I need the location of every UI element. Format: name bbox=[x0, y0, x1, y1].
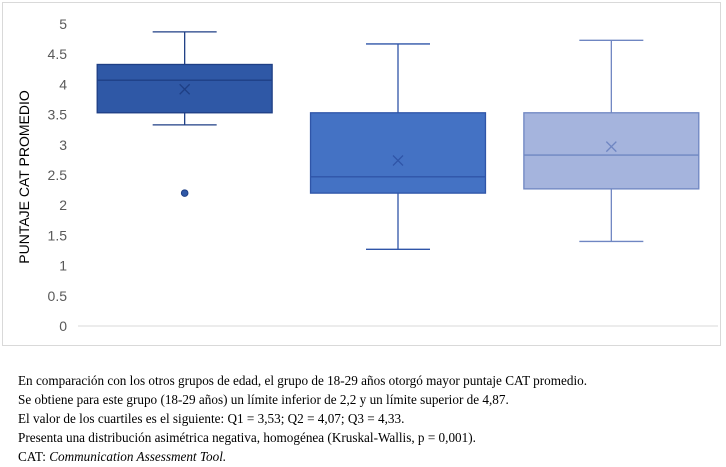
y-tick-label: 2 bbox=[59, 197, 67, 213]
chart-notes: En comparación con los otros grupos de e… bbox=[18, 371, 718, 466]
note-line-1: En comparación con los otros grupos de e… bbox=[18, 373, 588, 388]
y-tick-label: 2.5 bbox=[48, 167, 68, 183]
note-line-5-italic: Communication Assessment Tool. bbox=[49, 449, 227, 464]
box-iqr bbox=[309, 112, 487, 194]
y-tick-label: 0 bbox=[59, 318, 67, 334]
box-mean-marker bbox=[392, 155, 404, 166]
y-tick-label: 5 bbox=[59, 16, 67, 32]
note-line-4: Presenta una distribución asimétrica neg… bbox=[18, 430, 476, 445]
note-line-5: CAT: Communication Assessment Tool. bbox=[18, 447, 718, 466]
y-tick-label: 4.5 bbox=[48, 46, 68, 62]
box-mean-marker bbox=[605, 141, 617, 153]
note-line-5-prefix: CAT: bbox=[18, 449, 50, 464]
box-outlier-point bbox=[180, 189, 189, 197]
chart-area: 0 0.5 1 1.5 2 2.5 3 3.5 4 4.5 5 PUNTAJE CAT PROMEDI… bbox=[2, 2, 721, 346]
y-tick-label: 4 bbox=[59, 76, 67, 92]
y-axis-label: PUNTAJE CAT PROMEDIO bbox=[16, 90, 32, 264]
y-tick-label: 3 bbox=[59, 137, 67, 153]
y-tick-label: 3.5 bbox=[48, 107, 68, 123]
box-mean-marker bbox=[179, 83, 191, 95]
y-tick-label: 1.5 bbox=[48, 227, 68, 243]
chart-border bbox=[2, 2, 721, 346]
note-line-3: El valor de los cuartiles es el siguient… bbox=[18, 411, 405, 426]
box-iqr bbox=[523, 112, 700, 190]
boxplot-chart: 0 0.5 1 1.5 2 2.5 3 3.5 4 4.5 5 PUNTAJE CAT PROMEDI… bbox=[2, 2, 721, 346]
y-tick-label: 0.5 bbox=[48, 288, 68, 304]
note-line-2: Se obtiene para este grupo (18-29 años) … bbox=[18, 392, 509, 407]
y-tick-label: 1 bbox=[59, 258, 67, 274]
